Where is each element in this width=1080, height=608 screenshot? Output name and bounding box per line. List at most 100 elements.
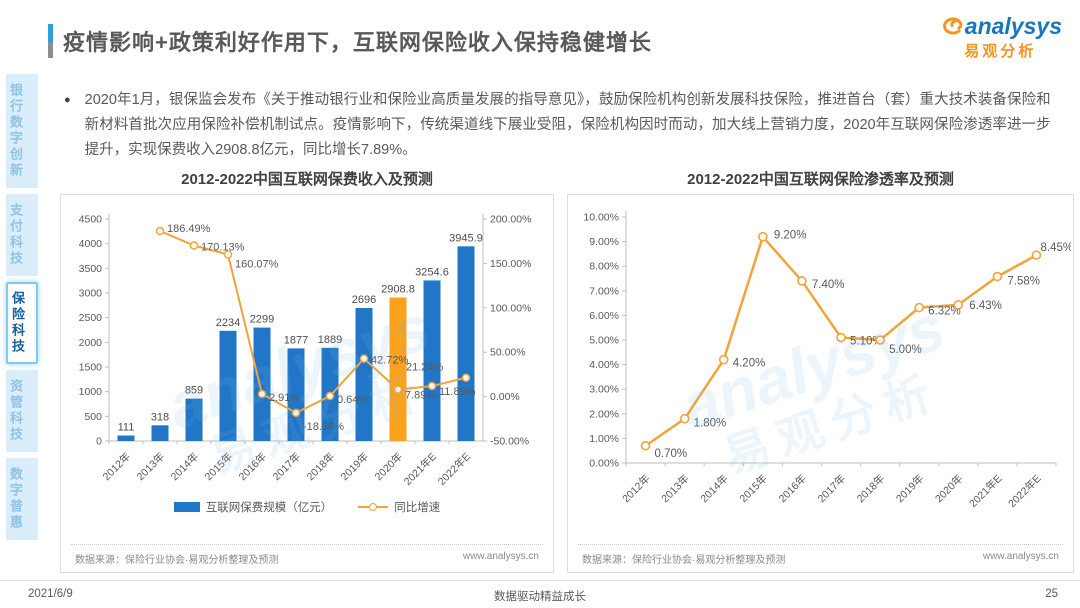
svg-text:2696: 2696 — [352, 294, 376, 306]
logo-chinese-name: 易观分析 — [964, 43, 1037, 60]
svg-text:150.00%: 150.00% — [490, 258, 531, 270]
penetration-chart-panel: analysys 易观分析 0.00% 1.00% 2.00% 3.00% 4.00% 5.… — [567, 194, 1074, 573]
svg-text:2015年: 2015年 — [737, 472, 770, 505]
svg-text:7.40%: 7.40% — [812, 279, 845, 291]
svg-text:5.10%: 5.10% — [850, 336, 883, 348]
svg-text:4.20%: 4.20% — [733, 358, 766, 370]
title-accent-bar — [48, 24, 53, 58]
svg-text:-18.36%: -18.36% — [303, 421, 344, 433]
bar-legend-swatch-icon — [173, 502, 200, 512]
svg-text:7.89%: 7.89% — [405, 390, 436, 402]
svg-text:160.07%: 160.07% — [235, 258, 279, 270]
sidebar: 银行数字创新 支付科技 保险科技 资管科技 数字普惠 — [6, 74, 38, 540]
penetration-chart-title: 2012-2022中国互联网保险渗透率及预测 — [687, 171, 954, 188]
legend-label-premium: 互联网保费规模（亿元） — [205, 502, 333, 514]
svg-text:6.43%: 6.43% — [969, 300, 1002, 312]
premium-income-chart-title: 2012-2022中国互联网保费收入及预测 — [181, 171, 433, 188]
svg-text:170.13%: 170.13% — [201, 242, 245, 254]
legend-item-growth-rate: 同比增速 — [358, 499, 440, 515]
svg-text:1000: 1000 — [79, 386, 103, 398]
svg-text:6.00%: 6.00% — [589, 310, 619, 322]
svg-text:2021年E: 2021年E — [966, 472, 1004, 510]
svg-text:200.00%: 200.00% — [490, 214, 531, 226]
svg-text:2012年: 2012年 — [620, 472, 653, 505]
summary-bullet: ● 2020年1月，银保监会发布《关于推动银行业和保险业高质量发展的指导意见》，… — [64, 88, 1064, 163]
dotted-divider — [71, 544, 543, 545]
svg-text:2013年: 2013年 — [134, 450, 167, 483]
svg-text:1.00%: 1.00% — [589, 433, 619, 445]
svg-text:2019年: 2019年 — [338, 450, 371, 483]
svg-text:2022年E: 2022年E — [435, 450, 473, 488]
svg-text:6.32%: 6.32% — [928, 306, 961, 318]
svg-text:-50.00%: -50.00% — [490, 436, 529, 448]
svg-text:2014年: 2014年 — [168, 450, 201, 483]
svg-text:2017年: 2017年 — [270, 450, 303, 483]
svg-text:1500: 1500 — [79, 362, 103, 374]
svg-text:8.00%: 8.00% — [589, 261, 619, 273]
analysys-logo-icon — [942, 17, 963, 35]
svg-text:2019年: 2019年 — [893, 472, 926, 505]
svg-text:2022年E: 2022年E — [1005, 472, 1043, 510]
sidebar-item-asset-mgmt-tech[interactable]: 资管科技 — [6, 370, 38, 452]
sidebar-item-digital-inclusion[interactable]: 数字普惠 — [6, 458, 38, 540]
svg-text:186.49%: 186.49% — [167, 223, 211, 235]
svg-text:0.00%: 0.00% — [490, 391, 520, 403]
svg-text:1.80%: 1.80% — [694, 418, 727, 430]
svg-text:2021年E: 2021年E — [401, 450, 439, 488]
svg-text:2016年: 2016年 — [776, 472, 809, 505]
data-source-note: 数据来源：保险行业协会·易观分析整理及预测 — [582, 555, 786, 566]
svg-text:0.70%: 0.70% — [655, 448, 688, 460]
svg-text:7.58%: 7.58% — [1007, 276, 1040, 288]
svg-text:2299: 2299 — [250, 314, 274, 326]
svg-text:3000: 3000 — [79, 288, 103, 300]
footer: 2021/6/9 数据驱动精益成长 25 — [0, 580, 1080, 608]
svg-text:2234: 2234 — [216, 317, 240, 329]
svg-text:0: 0 — [96, 436, 102, 448]
svg-text:2000: 2000 — [79, 337, 103, 349]
summary-text: 2020年1月，银保监会发布《关于推动银行业和保险业高质量发展的指导意见》，鼓励… — [84, 92, 1051, 158]
svg-text:318: 318 — [151, 411, 169, 423]
premium-income-chart: 0 500 1000 1500 2000 2500 3000 3500 4000 4500 -50.… — [79, 213, 531, 488]
dotted-divider — [578, 544, 1063, 545]
svg-text:3254.6: 3254.6 — [415, 266, 449, 278]
svg-text:500: 500 — [84, 411, 102, 423]
footer-date: 2021/6/9 — [28, 588, 73, 600]
logo-wordmark: analysys — [964, 13, 1062, 39]
premium-chart-legend: 互联网保费规模（亿元） 同比增速 — [63, 495, 551, 519]
sidebar-item-insurance-tech[interactable]: 保险科技 — [6, 282, 38, 364]
footer-page-number: 25 — [1045, 588, 1058, 600]
svg-text:100.00%: 100.00% — [490, 302, 531, 314]
svg-text:859: 859 — [185, 385, 203, 397]
svg-text:1877: 1877 — [284, 334, 308, 346]
svg-text:0.00%: 0.00% — [589, 458, 619, 470]
svg-text:42.72%: 42.72% — [371, 355, 409, 367]
svg-text:2015年: 2015年 — [202, 450, 235, 483]
svg-text:11.89%: 11.89% — [439, 386, 476, 398]
svg-text:0.64%: 0.64% — [337, 394, 368, 406]
svg-text:111: 111 — [118, 422, 135, 434]
page-title: 疫情影响+政策利好作用下，互联网保险收入保持稳健增长 — [63, 30, 652, 55]
svg-text:3945.9: 3945.9 — [449, 232, 483, 244]
svg-text:4500: 4500 — [79, 214, 103, 226]
svg-text:2013年: 2013年 — [659, 472, 692, 505]
svg-text:8.45%: 8.45% — [1040, 242, 1071, 254]
penetration-chart-section: 2012-2022中国互联网保险渗透率及预测 analysys 易观分析 0.00… — [567, 168, 1074, 573]
svg-text:2020年: 2020年 — [372, 450, 405, 483]
sidebar-item-payment-tech[interactable]: 支付科技 — [6, 194, 38, 276]
svg-text:2.91%: 2.91% — [269, 392, 300, 404]
svg-text:2.00%: 2.00% — [589, 408, 619, 420]
svg-text:10.00%: 10.00% — [583, 212, 619, 224]
header: 疫情影响+政策利好作用下，互联网保险收入保持稳健增长 — [48, 24, 652, 58]
penetration-rate-chart: 0.00% 1.00% 2.00% 3.00% 4.00% 5.00% 6.00% 7.00%… — [583, 211, 1071, 510]
svg-text:2018年: 2018年 — [304, 450, 337, 483]
sidebar-item-bank-digital[interactable]: 银行数字创新 — [6, 74, 38, 188]
svg-text:4.00%: 4.00% — [589, 359, 619, 371]
svg-text:9.20%: 9.20% — [774, 230, 807, 242]
svg-text:3500: 3500 — [79, 263, 103, 275]
svg-text:2012年: 2012年 — [100, 450, 133, 483]
website-url: www.analysys.cn — [462, 551, 539, 562]
svg-text:7.00%: 7.00% — [589, 285, 619, 297]
